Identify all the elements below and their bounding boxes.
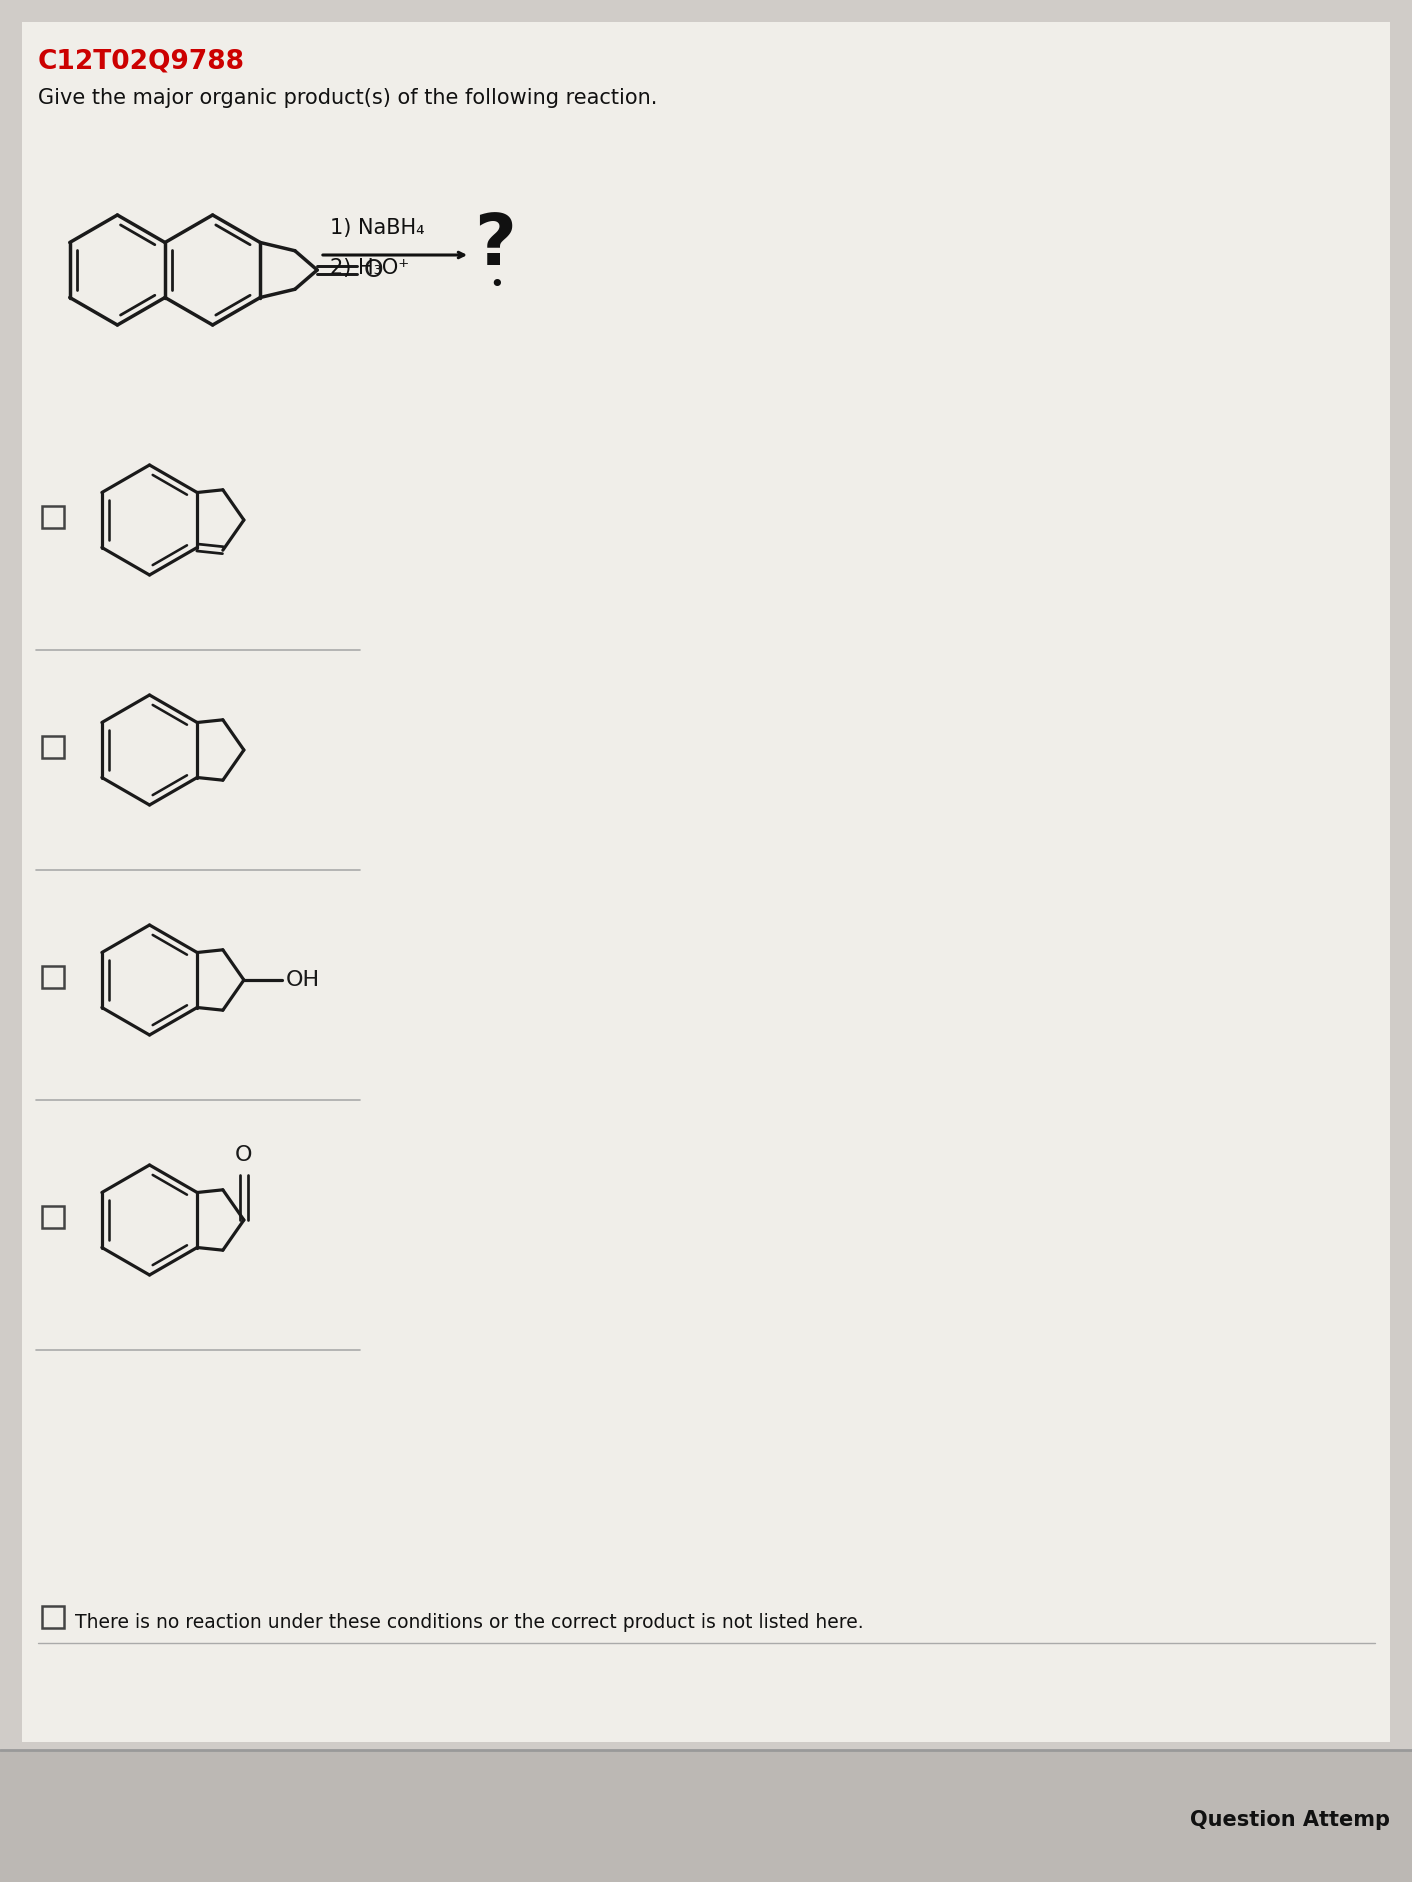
Text: 1) NaBH₄: 1) NaBH₄ xyxy=(330,218,425,237)
Text: Give the major organic product(s) of the following reaction.: Give the major organic product(s) of the… xyxy=(38,88,658,107)
Bar xyxy=(42,1605,64,1628)
Text: •: • xyxy=(490,273,504,297)
Bar xyxy=(42,736,64,758)
Bar xyxy=(0,1750,1412,1882)
Text: O: O xyxy=(363,258,383,282)
Bar xyxy=(42,965,64,988)
Text: C12T02Q9788: C12T02Q9788 xyxy=(38,49,246,73)
Text: There is no reaction under these conditions or the correct product is not listed: There is no reaction under these conditi… xyxy=(75,1613,864,1632)
Text: Question Attemp: Question Attemp xyxy=(1190,1810,1389,1829)
Text: ?: ? xyxy=(474,211,515,280)
Text: OH: OH xyxy=(285,969,321,990)
Text: 2) H₃O⁺: 2) H₃O⁺ xyxy=(330,258,409,279)
Bar xyxy=(42,506,64,529)
Text: O: O xyxy=(236,1144,253,1165)
Bar xyxy=(42,1206,64,1227)
